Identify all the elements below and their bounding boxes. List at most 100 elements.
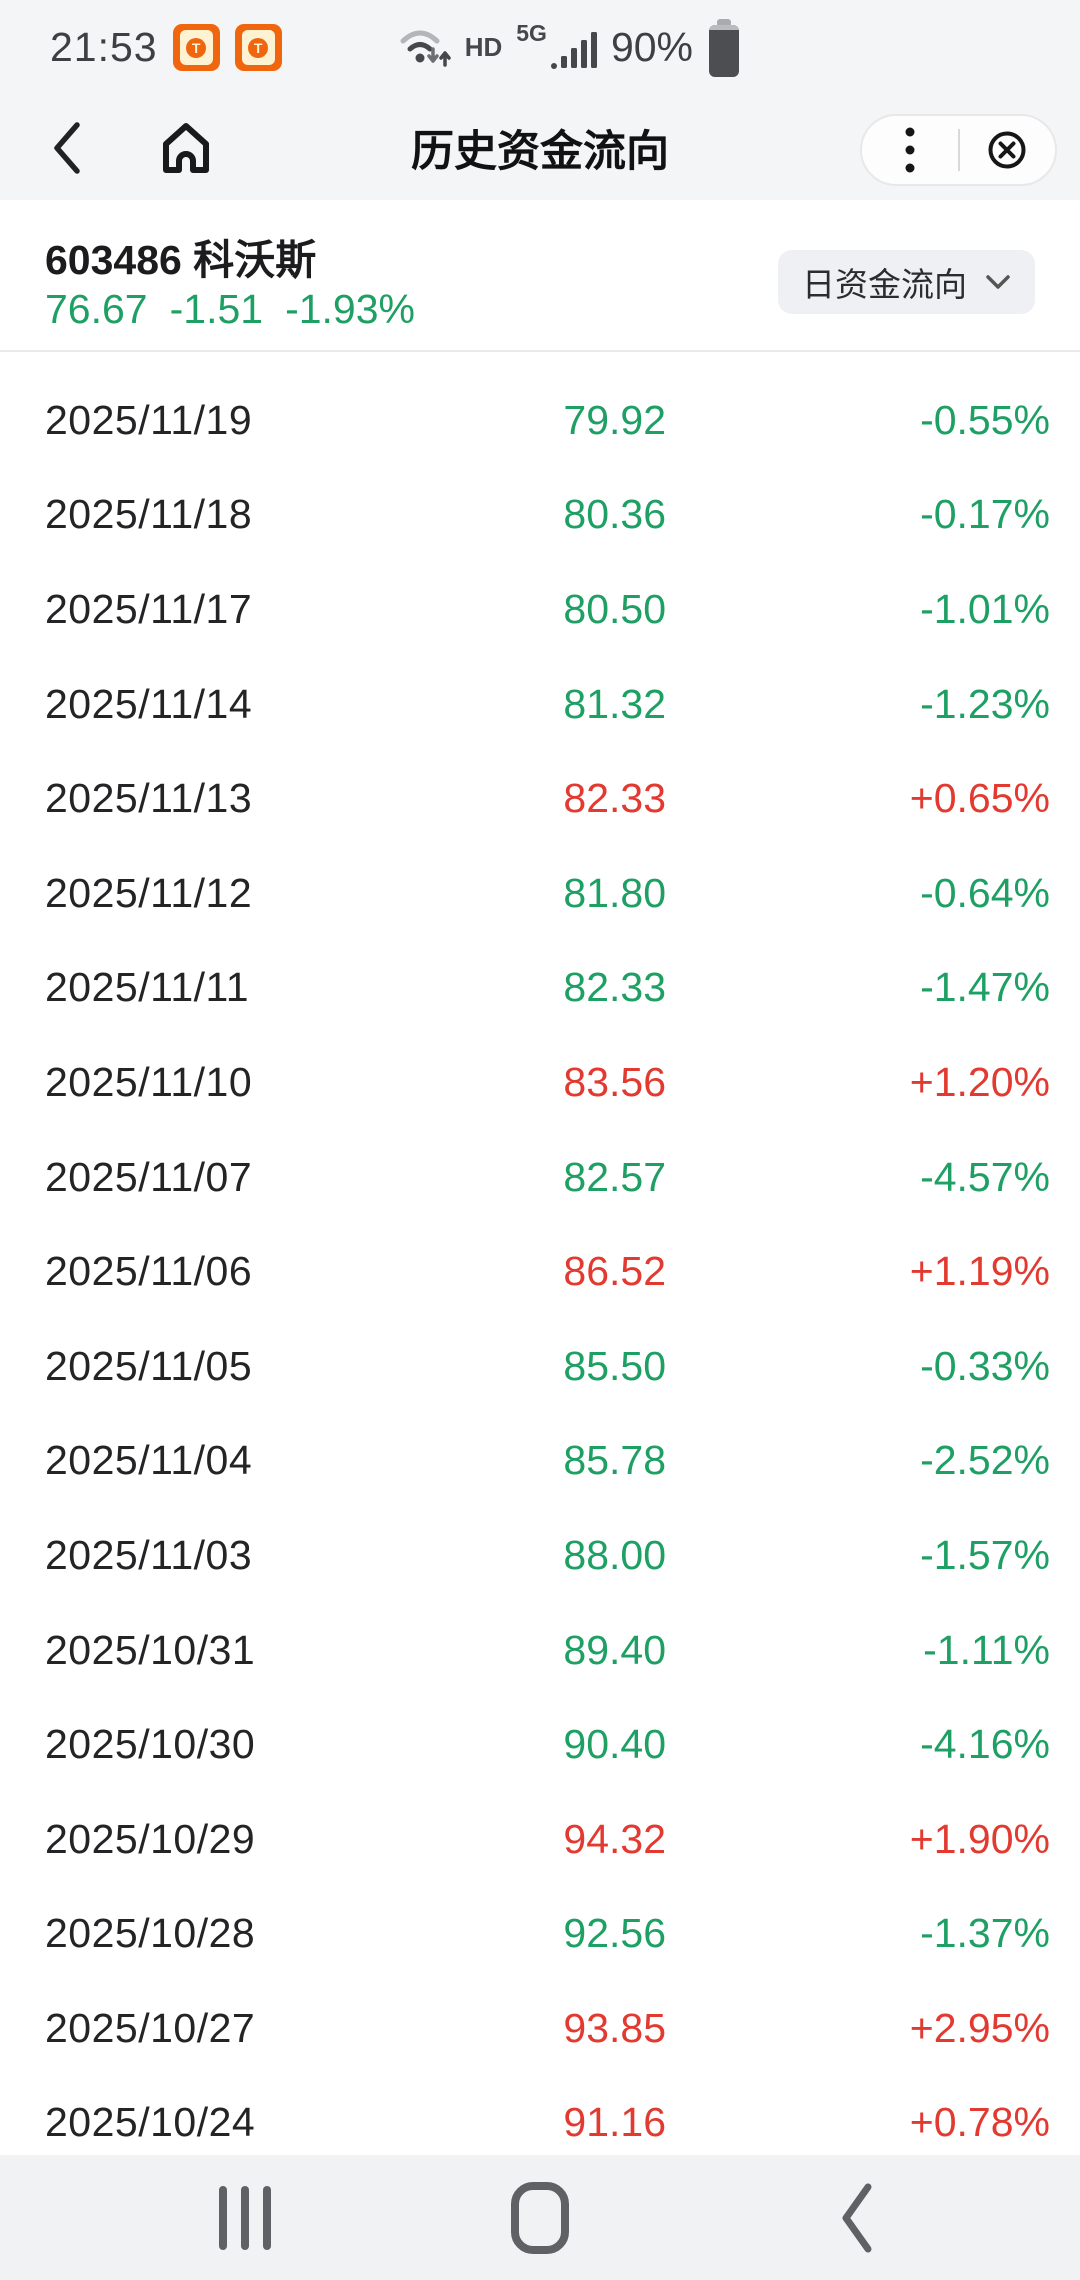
- row-change-pct: +1.19%: [909, 1248, 1050, 1295]
- table-row[interactable]: 2025/11/07 82.57 -4.57%: [0, 1130, 1080, 1225]
- row-change-pct: -4.57%: [920, 1153, 1050, 1200]
- table-row[interactable]: 2025/11/05 85.50 -0.33%: [0, 1319, 1080, 1414]
- table-row[interactable]: 2025/11/13 82.33 +0.65%: [0, 751, 1080, 846]
- row-change-pct: -0.64%: [920, 869, 1050, 916]
- capsule-divider: [957, 129, 960, 171]
- red-envelope-notification-icon: T: [172, 24, 220, 71]
- row-date: 2025/11/12: [45, 869, 253, 916]
- table-row[interactable]: 2025/11/19 79.92 -0.55%: [0, 373, 1080, 468]
- stock-price: 76.67: [45, 286, 148, 332]
- row-price: 91.16: [563, 2099, 666, 2146]
- row-change-pct: -2.52%: [920, 1437, 1050, 1484]
- stock-quote: 76.67 -1.51 -1.93%: [45, 286, 415, 333]
- row-price: 89.40: [563, 1626, 666, 1673]
- home-button[interactable]: [160, 121, 212, 175]
- chevron-down-icon: [986, 275, 1010, 289]
- table-row[interactable]: 2025/10/29 94.32 +1.90%: [0, 1792, 1080, 1887]
- row-date: 2025/10/30: [45, 1721, 256, 1768]
- row-price: 83.56: [563, 1058, 666, 1105]
- row-date: 2025/10/29: [45, 1815, 256, 1862]
- row-change-pct: -0.17%: [920, 491, 1050, 538]
- row-date: 2025/11/03: [45, 1531, 253, 1578]
- red-envelope-notification-icon: T: [234, 24, 282, 71]
- status-bar: 21:53 T T HD 5G: [0, 0, 1080, 95]
- row-change-pct: +2.95%: [909, 2004, 1050, 2051]
- table-row[interactable]: 2025/11/04 85.78 -2.52%: [0, 1414, 1080, 1509]
- row-date: 2025/11/11: [45, 964, 250, 1011]
- page-title: 历史资金流向: [411, 127, 669, 176]
- row-price: 82.33: [563, 964, 666, 1011]
- table-row[interactable]: 2025/11/11 82.33 -1.47%: [0, 941, 1080, 1036]
- row-price: 81.80: [563, 869, 666, 916]
- row-date: 2025/10/24: [45, 2099, 256, 2146]
- stock-code-name: 603486 科沃斯: [45, 237, 317, 283]
- android-home-button[interactable]: [511, 2181, 569, 2254]
- table-row[interactable]: 2025/11/03 88.00 -1.57%: [0, 1508, 1080, 1603]
- row-price: 90.40: [563, 1721, 666, 1768]
- back-button[interactable]: [50, 120, 84, 176]
- battery-icon: [707, 18, 741, 77]
- row-price: 85.78: [563, 1437, 666, 1484]
- row-date: 2025/11/04: [45, 1437, 253, 1484]
- more-options-button[interactable]: [862, 116, 958, 184]
- row-price: 82.33: [563, 775, 666, 822]
- row-change-pct: +0.78%: [909, 2099, 1050, 2146]
- stock-change: -1.51: [169, 286, 264, 332]
- table-row[interactable]: 2025/11/06 86.52 +1.19%: [0, 1224, 1080, 1319]
- period-selector-dropdown[interactable]: 日资金流向: [778, 250, 1035, 314]
- row-date: 2025/11/06: [45, 1248, 253, 1295]
- row-date: 2025/11/14: [45, 680, 253, 727]
- row-price: 92.56: [563, 1910, 666, 1957]
- table-row[interactable]: 2025/11/18 80.36 -0.17%: [0, 468, 1080, 563]
- battery-percent: 90%: [610, 24, 693, 70]
- table-row[interactable]: 2025/11/17 80.50 -1.01%: [0, 562, 1080, 657]
- table-row[interactable]: 2025/11/14 81.32 -1.23%: [0, 657, 1080, 752]
- row-price: 80.50: [563, 585, 666, 632]
- miniprogram-capsule: [860, 114, 1057, 186]
- kebab-menu-icon: [905, 127, 915, 173]
- android-nav-bar: [0, 2155, 1080, 2280]
- recents-button[interactable]: [219, 2185, 271, 2250]
- row-change-pct: -1.01%: [920, 585, 1050, 632]
- row-date: 2025/10/31: [45, 1626, 256, 1673]
- row-date: 2025/11/17: [45, 585, 253, 632]
- close-circle-icon: [988, 131, 1026, 169]
- wifi-icon: [399, 25, 451, 71]
- table-row[interactable]: 2025/10/27 93.85 +2.95%: [0, 1981, 1080, 2076]
- hd-indicator: HD: [464, 32, 503, 62]
- row-date: 2025/11/07: [45, 1153, 253, 1200]
- row-price: 82.57: [563, 1153, 666, 1200]
- row-price: 88.00: [563, 1531, 666, 1578]
- row-date: 2025/11/18: [45, 491, 253, 538]
- close-button[interactable]: [960, 116, 1056, 184]
- row-date: 2025/11/13: [45, 775, 253, 822]
- table-row[interactable]: 2025/11/10 83.56 +1.20%: [0, 1035, 1080, 1130]
- row-change-pct: -1.47%: [920, 964, 1050, 1011]
- row-price: 79.92: [563, 396, 666, 443]
- table-row[interactable]: 2025/10/31 89.40 -1.11%: [0, 1603, 1080, 1698]
- android-back-button[interactable]: [838, 2181, 874, 2255]
- table-row[interactable]: 2025/11/12 81.80 -0.64%: [0, 846, 1080, 941]
- row-date: 2025/11/05: [45, 1342, 253, 1389]
- row-change-pct: -0.55%: [920, 396, 1050, 443]
- status-right-cluster: HD 5G 90%: [399, 0, 741, 95]
- period-selector-label: 日资金流向: [802, 266, 967, 303]
- table-row[interactable]: 2025/10/28 92.56 -1.37%: [0, 1887, 1080, 1982]
- row-change-pct: -1.57%: [920, 1531, 1050, 1578]
- row-change-pct: -1.37%: [920, 1910, 1050, 1957]
- row-change-pct: -0.33%: [920, 1342, 1050, 1389]
- row-date: 2025/10/28: [45, 1910, 256, 1957]
- cellular-signal-icon: 5G: [516, 20, 597, 70]
- row-price: 81.32: [563, 680, 666, 727]
- stock-change-pct: -1.93%: [285, 286, 415, 332]
- table-row[interactable]: 2025/10/24 91.16 +0.78%: [0, 2076, 1080, 2171]
- row-change-pct: -1.11%: [923, 1626, 1050, 1673]
- status-left-cluster: 21:53 T T: [50, 0, 282, 95]
- row-price: 93.85: [563, 2004, 666, 2051]
- row-change-pct: +1.20%: [909, 1058, 1050, 1105]
- table-row[interactable]: 2025/10/30 90.40 -4.16%: [0, 1697, 1080, 1792]
- row-price: 94.32: [563, 1815, 666, 1862]
- fund-flow-table: 2025/11/19 79.92 -0.55% 2025/11/18 80.36…: [0, 354, 1080, 2280]
- row-price: 86.52: [563, 1248, 666, 1295]
